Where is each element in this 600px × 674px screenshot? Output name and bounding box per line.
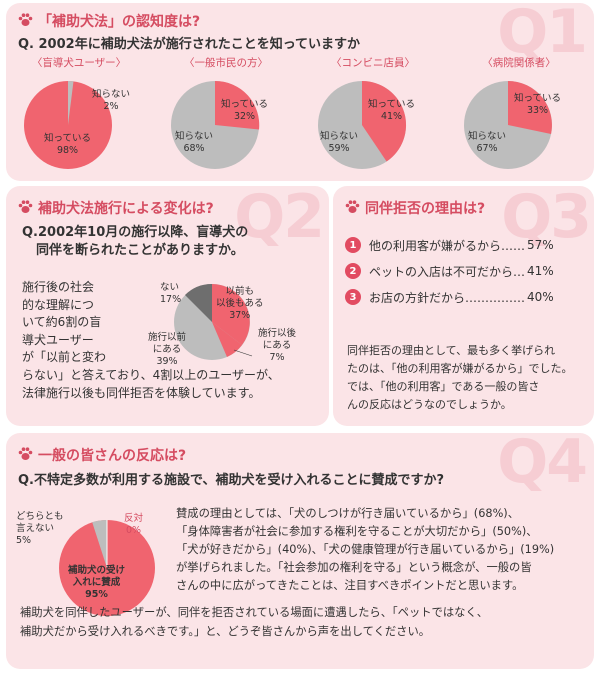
- q1-title: 「補助犬法」の認知度は?: [18, 11, 200, 31]
- pie-label-know: 知っている 33%: [514, 93, 562, 116]
- q4-watermark: Q4: [497, 433, 588, 497]
- reason-text: お店の方針だから……………: [369, 290, 526, 305]
- reason-text: ペットの入店は不可だから…: [369, 264, 526, 279]
- q4-pie-label-agree: 補助犬の受け 入れに賛成 95%: [68, 565, 126, 600]
- q4-title: 一般の皆さんの反応は?: [18, 445, 186, 465]
- q2-title: 補助犬法施行による変化は?: [18, 198, 214, 218]
- q4-question: Q.不特定多数が利用する施設で、補助犬を受け入れることに賛成ですか?: [18, 473, 445, 488]
- pie-group-label: 〈一般市民の方〉: [184, 57, 268, 69]
- q3-title-text: 同伴拒否の理由は?: [365, 201, 486, 217]
- pie-chart: [24, 80, 112, 169]
- q3-reason-list: 1 他の利用客が嫌がるから…… 57% 2 ペットの入店は不可だから… 41% 3 お店の…: [345, 232, 585, 310]
- pie-group-label: 〈病院関係者〉: [482, 57, 556, 69]
- q2-question: Q.2002年10月の施行以降、盲導犬の 同伴を断られたことがありますか。: [22, 225, 249, 258]
- q4-closing: 補助犬を同伴したユーザーが、同伴を拒否されている場面に遭遇したら、「ペットではな…: [20, 606, 489, 638]
- paw-icon: [18, 447, 34, 461]
- pie-group-label: 〈盲導犬ユーザー〉: [31, 57, 127, 69]
- reason-item: 3 お店の方針だから…………… 40%: [345, 284, 585, 310]
- q2-watermark: Q2: [234, 186, 325, 252]
- q1-chart-convenience: 〈コンビニ店員〉 知っている 41% 知らない 59%: [308, 55, 448, 175]
- q1-question: Q. 2002年に補助犬法が施行されたことを知っていますか: [18, 37, 361, 52]
- q2-pie-label-after: 施行以後 にある 7%: [258, 328, 297, 363]
- paw-icon: [18, 200, 34, 214]
- q3-panel: Q3 同伴拒否の理由は? 1 他の利用客が嫌がるから…… 57% 2 ペットの入店は不…: [333, 186, 594, 426]
- pie-chart: [171, 80, 260, 169]
- pie-label-dont-know: 知らない 59%: [320, 131, 359, 154]
- paw-icon: [18, 13, 34, 27]
- pie-label-know: 知っている 98%: [44, 133, 92, 156]
- reason-text: 他の利用客が嫌がるから……: [369, 238, 526, 253]
- pie-label-know: 知っている 32%: [221, 99, 269, 122]
- reason-item: 1 他の利用客が嫌がるから…… 57%: [345, 232, 585, 258]
- q2-body-tail: らない」と答えており、4割以上のユーザーが、 法律施行以後も同伴拒否を体験してい…: [22, 368, 280, 400]
- pie-slice-before-and-after: [212, 284, 250, 345]
- q1-chart-public: 〈一般市民の方〉 知っている 32% 知らない 68%: [161, 55, 301, 175]
- pie-chart: [464, 81, 552, 169]
- pie-slice-none: [185, 283, 212, 322]
- q2-pie-chart: [174, 283, 253, 360]
- q2-panel: Q2 補助犬法施行による変化は? Q.2002年10月の施行以降、盲導犬の 同伴…: [6, 186, 329, 426]
- pie-chart: [318, 80, 407, 169]
- pie-leader-line: [233, 349, 253, 357]
- q4-pie-chart: [59, 519, 155, 616]
- reason-pct: 40%: [527, 290, 554, 304]
- pie-slice-neutral: [92, 519, 107, 568]
- rank-badge: 2: [345, 263, 361, 279]
- q4-pie-label-neutral: どちらとも 言えない 5%: [16, 511, 64, 546]
- pie-label-dont-know: 知らない 67%: [468, 131, 507, 154]
- pie-label-know: 知っている 41%: [368, 99, 416, 122]
- pie-slice-know: [508, 81, 552, 134]
- q2-title-text: 補助犬法施行による変化は?: [38, 201, 214, 217]
- pie-label-dont-know: 知らない 2%: [92, 89, 131, 112]
- pie-slice-know: [362, 80, 407, 162]
- q2-pie-label-prior: 施行以前 にある 39%: [148, 332, 187, 367]
- q1-watermark: Q1: [497, 3, 588, 67]
- pie-group-label: 〈コンビニ店員〉: [331, 57, 415, 69]
- q4-title-text: 一般の皆さんの反応は?: [38, 448, 187, 464]
- pie-slice-after: [212, 322, 242, 357]
- q3-body: 同伴拒否の理由として、最も多く挙げられ たのは、「他の利用客が嫌がるから」でした…: [347, 344, 573, 411]
- pie-slice-dont-know: [68, 80, 74, 125]
- paw-icon: [345, 200, 361, 214]
- q2-pie-label-before: 以前も 以後もある 37%: [216, 286, 264, 321]
- q1-panel: Q1 「補助犬法」の認知度は? Q. 2002年に補助犬法が施行されたことを知っ…: [6, 3, 594, 181]
- reason-pct: 57%: [527, 238, 554, 252]
- rank-badge: 3: [345, 289, 361, 305]
- q1-chart-hospital: 〈病院関係者〉 知っている 33% 知らない 67%: [454, 55, 594, 175]
- q3-title: 同伴拒否の理由は?: [345, 198, 485, 218]
- reason-pct: 41%: [527, 264, 554, 278]
- q4-body: 賛成の理由としては、「犬のしつけが行き届いているから」(68%)、 「身体障害者…: [176, 507, 555, 592]
- q2-pie-label-none: ない 17%: [160, 282, 182, 305]
- q4-panel: Q4 一般の皆さんの反応は? Q.不特定多数が利用する施設で、補助犬を受け入れる…: [6, 433, 594, 669]
- q3-watermark: Q3: [501, 186, 592, 252]
- pie-slice-know: [215, 80, 260, 130]
- q1-chart-blind-users: 〈盲導犬ユーザー〉 知らない 2% 知っている 98%: [14, 55, 154, 175]
- q4-pie-label-oppose: 反対 0%: [124, 513, 144, 536]
- pie-label-dont-know: 知らない 68%: [175, 131, 214, 154]
- q2-body-column: 施行後の社会 的な理解につ いて約6割の盲 導犬ユーザー が「以前と変わ: [22, 280, 107, 364]
- q1-title-text: 「補助犬法」の認知度は?: [38, 14, 201, 30]
- reason-item: 2 ペットの入店は不可だから… 41%: [345, 258, 585, 284]
- rank-badge: 1: [345, 237, 361, 253]
